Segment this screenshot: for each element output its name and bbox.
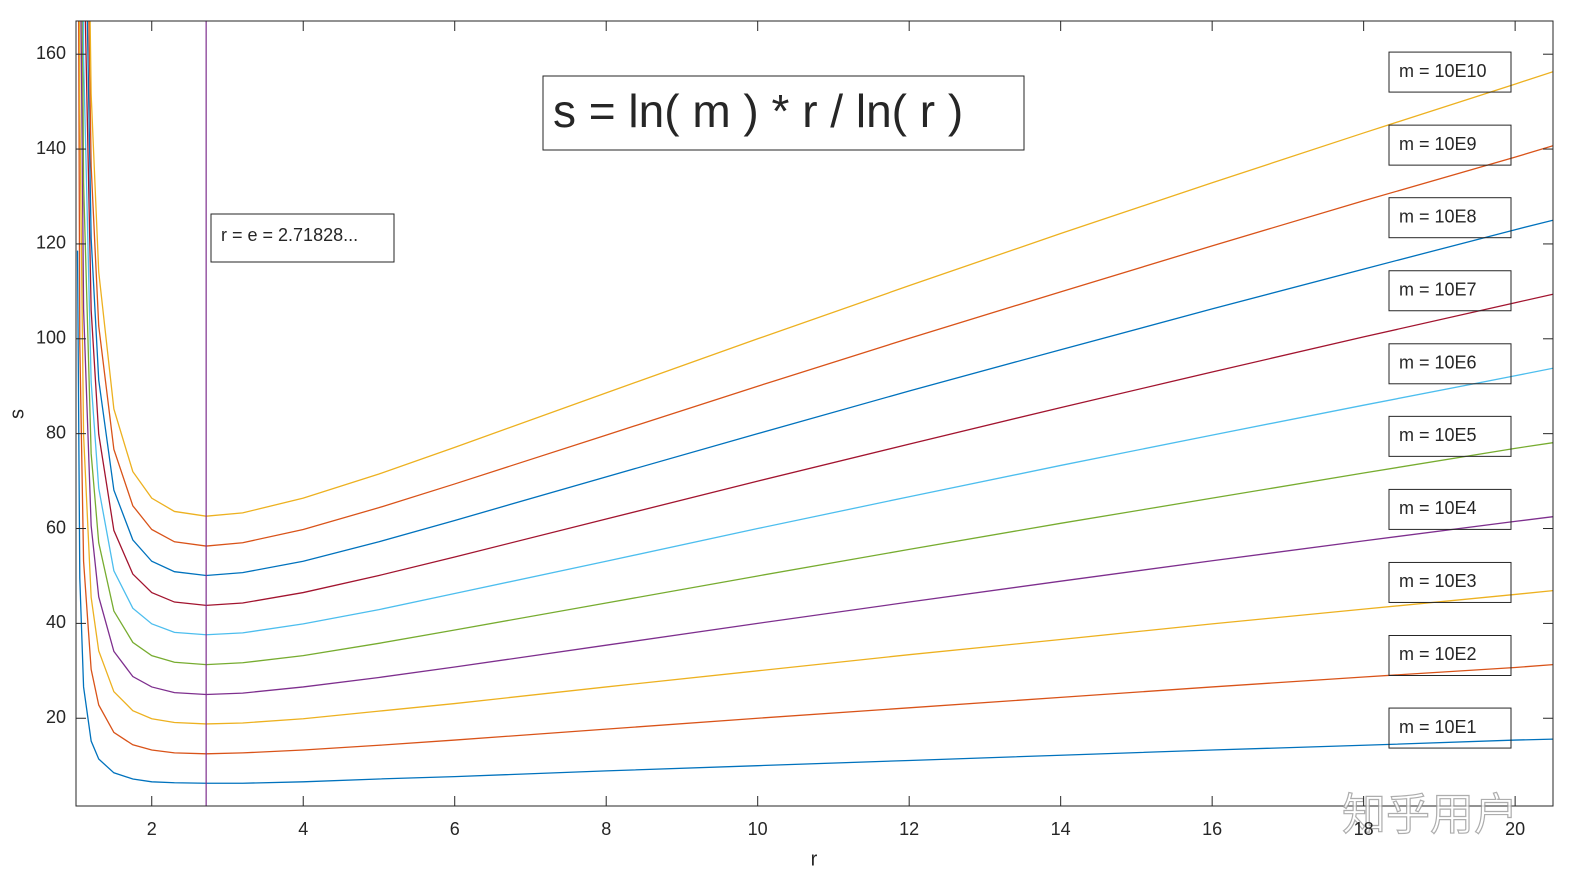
x-tick-label: 2 [147,819,157,839]
curve [89,21,1553,517]
series-label: m = 10E9 [1388,124,1512,166]
series-label: m = 10E6 [1388,343,1512,385]
formula-box [542,75,1025,151]
curve [84,21,1553,607]
x-tick-label: 10 [748,819,768,839]
y-tick-label: 100 [36,328,66,348]
curve [86,21,1553,577]
x-axis-label: r [811,848,818,870]
series-label: m = 10E2 [1388,634,1512,676]
curve [80,21,1553,696]
series-label-text: m = 10E2 [1399,644,1477,664]
series-label-text: m = 10E7 [1399,279,1477,299]
axes-box [75,20,1554,807]
x-tick-label: 12 [899,819,919,839]
series-label-text: m = 10E8 [1399,206,1477,226]
series-label-box [1388,634,1512,676]
series-label: m = 10E4 [1388,488,1512,530]
series-label-box [1388,124,1512,166]
series-label-text: m = 10E1 [1399,717,1477,737]
x-tick-label: 20 [1505,819,1525,839]
y-tick-label: 140 [36,138,66,158]
series-label-box [1388,707,1512,749]
x-tick-label: 18 [1354,819,1374,839]
series-label-box [1388,415,1512,457]
series-label: m = 10E5 [1388,415,1512,457]
curve [76,250,1553,784]
y-tick-label: 40 [46,612,66,632]
series-label-box [1388,343,1512,385]
y-tick-label: 80 [46,422,66,442]
series-label-text: m = 10E9 [1399,134,1477,154]
y-tick-label: 60 [46,517,66,537]
x-tick-label: 16 [1202,819,1222,839]
curve [88,21,1553,547]
x-tick-label: 6 [450,819,460,839]
y-tick-label: 160 [36,43,66,63]
series-label-box [1388,197,1512,239]
annotation-box [210,213,395,263]
series-label: m = 10E7 [1388,270,1512,312]
curves [76,21,1553,806]
series-label-box [1388,270,1512,312]
series-label-text: m = 10E3 [1399,571,1477,591]
curve [82,21,1553,636]
x-tick-label: 14 [1051,819,1071,839]
watermark: 知乎用户 [1342,791,1518,840]
series-label-text: m = 10E5 [1399,425,1477,445]
curve [78,21,1553,755]
series-label: m = 10E1 [1388,707,1512,749]
y-axis-label: s [6,409,28,419]
curve [78,21,1553,725]
series-label-box [1388,561,1512,603]
series-label-box [1388,488,1512,530]
series-label: m = 10E8 [1388,197,1512,239]
annotation: r = e = 2.71828... [221,225,358,245]
x-tick-label: 8 [601,819,611,839]
y-tick-label: 120 [36,233,66,253]
series-label-text: m = 10E6 [1399,353,1477,373]
formula: s = ln( m ) * r / ln( r ) [553,85,963,137]
series-label-text: m = 10E10 [1399,61,1487,81]
x-tick-label: 4 [298,819,308,839]
series-label-box [1388,51,1512,93]
curve [81,21,1553,666]
series-label-text: m = 10E4 [1399,498,1477,518]
series-label: m = 10E3 [1388,561,1512,603]
series-label: m = 10E10 [1388,51,1512,93]
y-tick-label: 20 [46,707,66,727]
